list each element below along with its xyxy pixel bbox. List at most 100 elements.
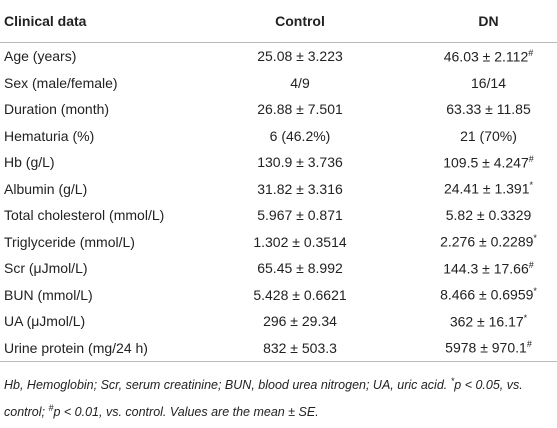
cell-text: 6 (46.2%) xyxy=(269,127,331,144)
table-cell: 6 (46.2%) xyxy=(180,123,420,150)
table-row: Hematuria (%) 6 (46.2%) 21 (70%) xyxy=(0,123,557,150)
header-cell: Clinical data xyxy=(0,0,180,43)
footnote-text: p < 0.05, vs. control; xyxy=(4,378,523,420)
superscript: # xyxy=(528,259,534,270)
table-row: Total cholesterol (mmol/L) 5.967 ± 0.871 5… xyxy=(0,202,557,229)
cell-text: 63.33 ± 11.85 xyxy=(446,101,531,118)
table-cell: 5.967 ± 0.871 xyxy=(180,202,420,229)
superscript: # xyxy=(526,339,532,350)
superscript: * xyxy=(523,312,528,323)
superscript: # xyxy=(48,403,54,414)
table-cell: BUN (mmol/L) xyxy=(0,282,180,309)
table-cell: 1.302 ± 0.3514 xyxy=(180,229,420,256)
table-body: Age (years) 25.08 ± 3.223 46.03 ± 2.112# Se… xyxy=(0,43,557,362)
cell-text: Albumin (g/L) xyxy=(4,180,88,197)
cell-text: Hematuria (%) xyxy=(4,127,95,144)
footnote-text: p < 0.01, vs. control. Values are the me… xyxy=(53,405,319,420)
cell-text: 1.302 ± 0.3514 xyxy=(253,233,347,250)
cell-text: 4/9 xyxy=(290,74,310,91)
cell-text: 25.08 ± 3.223 xyxy=(257,48,343,65)
cell-text: 362 ± 16.17 xyxy=(449,313,524,330)
table-row: BUN (mmol/L) 5.428 ± 0.6621 8.466 ± 0.6959… xyxy=(0,282,557,309)
table-cell: 5.428 ± 0.6621 xyxy=(180,282,420,309)
table-cell: Hematuria (%) xyxy=(0,123,180,150)
table-cell: 24.41 ± 1.391* xyxy=(420,176,557,203)
cell-text: Triglyceride (mmol/L) xyxy=(4,233,135,250)
table-cell: 26.88 ± 7.501 xyxy=(180,96,420,123)
cell-text: 5.82 ± 0.3329 xyxy=(445,207,532,224)
table-cell: 144.3 ± 17.66# xyxy=(420,255,557,282)
cell-text: 21 (70%) xyxy=(460,127,517,144)
table-row: Urine protein (mg/24 h) 832 ± 503.3 5978 ±… xyxy=(0,334,557,362)
cell-text: Urine protein (mg/24 h) xyxy=(4,339,148,356)
cell-text: BUN (mmol/L) xyxy=(4,286,93,303)
cell-text: 31.82 ± 3.316 xyxy=(257,180,343,197)
cell-text: Age (years) xyxy=(4,48,77,65)
cell-text: UA (μJmol/L) xyxy=(4,313,86,330)
cell-text: 8.466 ± 0.6959 xyxy=(440,287,534,304)
table-row: Albumin (g/L) 31.82 ± 3.316 24.41 ± 1.391* xyxy=(0,176,557,203)
table-row: Triglyceride (mmol/L) 1.302 ± 0.3514 2.276… xyxy=(0,229,557,256)
table-cell: Albumin (g/L) xyxy=(0,176,180,203)
table-cell: 16/14 xyxy=(420,70,557,97)
table-cell: Urine protein (mg/24 h) xyxy=(0,334,180,362)
table-cell: 130.9 ± 3.736 xyxy=(180,149,420,176)
table-cell: 21 (70%) xyxy=(420,123,557,150)
table-cell: 362 ± 16.17* xyxy=(420,308,557,335)
table-cell: 4/9 xyxy=(180,70,420,97)
cell-text: 5978 ± 970.1 xyxy=(445,340,527,357)
table-cell: Scr (μJmol/L) xyxy=(0,255,180,282)
cell-text: Scr (μJmol/L) xyxy=(4,260,88,277)
table-cell: 63.33 ± 11.85 xyxy=(420,96,557,123)
clinical-table: Clinical data Control DN Age (years) 25.08 … xyxy=(0,0,557,362)
cell-text: Sex (male/female) xyxy=(4,74,118,91)
table-row: Scr (μJmol/L) 65.45 ± 8.992 144.3 ± 17.66# xyxy=(0,255,557,282)
cell-text: Hb (g/L) xyxy=(4,154,55,171)
table-row: Age (years) 25.08 ± 3.223 46.03 ± 2.112# xyxy=(0,43,557,70)
table-cell: 31.82 ± 3.316 xyxy=(180,176,420,203)
table-cell: Hb (g/L) xyxy=(0,149,180,176)
table-row: UA (μJmol/L) 296 ± 29.34 362 ± 16.17* xyxy=(0,308,557,335)
superscript: # xyxy=(528,153,534,164)
table-cell: 109.5 ± 4.247# xyxy=(420,149,557,176)
footnote-text: Hb, Hemoglobin; Scr, serum creatinine; B… xyxy=(4,378,451,393)
table-cell: Age (years) xyxy=(0,43,180,70)
cell-text: 24.41 ± 1.391 xyxy=(443,181,530,198)
header-row: Clinical data Control DN xyxy=(0,0,557,43)
cell-text: 144.3 ± 17.66 xyxy=(443,260,529,277)
table-row: Sex (male/female) 4/9 16/14 xyxy=(0,70,557,97)
table-cell: 5.82 ± 0.3329 xyxy=(420,202,557,229)
cell-text: 109.5 ± 4.247 xyxy=(443,154,529,171)
superscript: * xyxy=(529,180,534,191)
table-cell: Duration (month) xyxy=(0,96,180,123)
cell-text: 65.45 ± 8.992 xyxy=(257,260,343,277)
table-cell: Sex (male/female) xyxy=(0,70,180,97)
cell-text: 16/14 xyxy=(470,74,507,91)
cell-text: 2.276 ± 0.2289 xyxy=(440,234,534,251)
cell-text: 5.428 ± 0.6621 xyxy=(253,286,347,303)
table-cell: 46.03 ± 2.112# xyxy=(420,43,557,70)
cell-text: Total cholesterol (mmol/L) xyxy=(4,207,165,224)
cell-text: 5.967 ± 0.871 xyxy=(257,207,343,224)
superscript: # xyxy=(528,47,534,58)
cell-text: 46.03 ± 2.112 xyxy=(443,48,529,65)
table-cell: 2.276 ± 0.2289* xyxy=(420,229,557,256)
table-row: Duration (month) 26.88 ± 7.501 63.33 ± 11.… xyxy=(0,96,557,123)
table-cell: 65.45 ± 8.992 xyxy=(180,255,420,282)
table-cell: 296 ± 29.34 xyxy=(180,308,420,335)
table-cell: 8.466 ± 0.6959* xyxy=(420,282,557,309)
cell-text: 832 ± 503.3 xyxy=(263,339,337,356)
cell-text: 296 ± 29.34 xyxy=(263,313,337,330)
cell-text: 26.88 ± 7.501 xyxy=(257,101,343,118)
header-cell: DN xyxy=(420,0,557,43)
header-cell: Control xyxy=(180,0,420,43)
table-row: Hb (g/L) 130.9 ± 3.736 109.5 ± 4.247# xyxy=(0,149,557,176)
superscript: * xyxy=(533,286,537,297)
table-cell: 25.08 ± 3.223 xyxy=(180,43,420,70)
table-cell: Triglyceride (mmol/L) xyxy=(0,229,180,256)
table-cell: UA (μJmol/L) xyxy=(0,308,180,335)
table-cell: 5978 ± 970.1# xyxy=(420,334,557,362)
table-cell: Total cholesterol (mmol/L) xyxy=(0,202,180,229)
cell-text: Duration (month) xyxy=(4,101,110,118)
